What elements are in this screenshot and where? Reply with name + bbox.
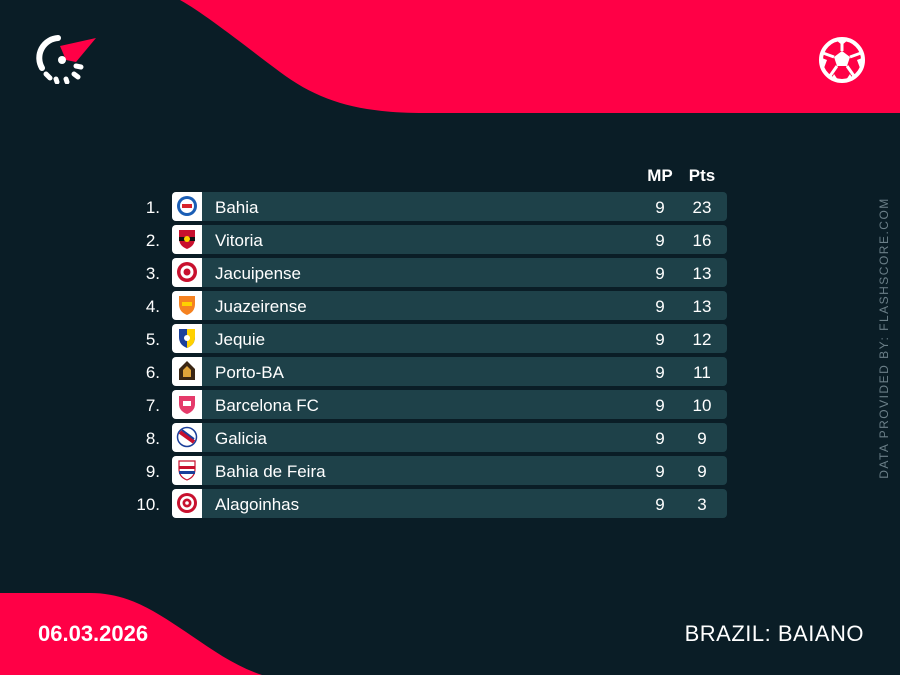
team-name: Jequie — [215, 330, 266, 349]
soccer-ball-icon — [819, 37, 865, 83]
vitoria-crest-icon — [172, 225, 202, 254]
team-name: Jacuipense — [215, 264, 302, 283]
league-name: BRAZIL: BAIANO — [684, 621, 864, 646]
flashscore-logo-icon — [36, 35, 96, 84]
matches-played: 9 — [655, 231, 665, 250]
table-row: 3. Jacuipense 9 13 — [130, 258, 730, 291]
rank: 9. — [145, 462, 160, 481]
row-bar: Juazeirense 9 13 — [172, 291, 727, 320]
row-bar: Porto-BA 9 11 — [172, 357, 727, 386]
points: 9 — [697, 429, 707, 448]
table-row: 9. Bahia de Feira 9 9 — [130, 456, 730, 489]
jequie-crest-icon — [172, 324, 202, 353]
matches-played: 9 — [655, 198, 665, 217]
rank: 4. — [145, 297, 160, 316]
row-bar: Jequie 9 12 — [172, 324, 727, 353]
table-row: 8. Galicia 9 9 — [130, 423, 730, 456]
team-name: Bahia — [215, 198, 259, 217]
rank: 10. — [136, 495, 160, 514]
matches-played: 9 — [655, 429, 665, 448]
points: 9 — [697, 462, 707, 481]
points: 10 — [692, 396, 712, 415]
table-row: 4. Juazeirense 9 13 — [130, 291, 730, 324]
rank: 8. — [145, 429, 160, 448]
matches-played: 9 — [655, 363, 665, 382]
alagoinhas-crest-icon — [172, 489, 202, 518]
points: 3 — [697, 495, 707, 514]
row-bar: Barcelona FC 9 10 — [172, 390, 727, 419]
standings-table: MP Pts 1. Bahia 9 23 2. Vitoria 9 16 3. — [130, 160, 730, 522]
team-name: Vitoria — [215, 231, 263, 250]
matches-played: 9 — [655, 264, 665, 283]
team-name: Bahia de Feira — [215, 462, 326, 481]
rank: 1. — [145, 198, 160, 217]
team-name: Porto-BA — [215, 363, 284, 382]
table-row: 2. Vitoria 9 16 — [130, 225, 730, 258]
row-bar: Bahia de Feira 9 9 — [172, 456, 727, 485]
juazeirense-crest-icon — [172, 291, 202, 320]
jacuipense-crest-icon — [172, 258, 202, 287]
rank: 2. — [145, 231, 160, 250]
porto-ba-crest-icon — [172, 357, 202, 386]
table-row: 1. Bahia 9 23 — [130, 192, 730, 225]
table-row: 5. Jequie 9 12 — [130, 324, 730, 357]
rank: 3. — [145, 264, 160, 283]
row-bar: Galicia 9 9 — [172, 423, 727, 452]
row-bar: Alagoinhas 9 3 — [172, 489, 727, 518]
barcelona-fc-crest-icon — [172, 390, 202, 419]
points: 11 — [693, 363, 711, 382]
rank: 7. — [145, 396, 160, 415]
matches-played: 9 — [655, 462, 665, 481]
points: 13 — [692, 297, 712, 316]
matches-played: 9 — [655, 330, 665, 349]
bahia-crest-icon — [172, 192, 202, 221]
column-header-mp: MP — [647, 166, 673, 185]
row-bar: Bahia 9 23 — [172, 192, 727, 221]
table-row: 6. Porto-BA 9 11 — [130, 357, 730, 390]
data-credit: DATA PROVIDED BY: FLASHSCORE.COM — [877, 197, 891, 479]
table-header: MP Pts — [130, 160, 730, 192]
row-bar: Jacuipense 9 13 — [172, 258, 727, 287]
team-name: Galicia — [215, 429, 267, 448]
galicia-crest-icon — [172, 423, 202, 452]
points: 12 — [692, 330, 712, 349]
team-name: Juazeirense — [215, 297, 307, 316]
team-name: Barcelona FC — [215, 396, 319, 415]
match-date: 06.03.2026 — [38, 621, 149, 646]
bahia-de-feira-crest-icon — [172, 456, 202, 485]
points: 16 — [692, 231, 712, 250]
rank: 5. — [145, 330, 160, 349]
points: 23 — [692, 198, 712, 217]
team-name: Alagoinhas — [215, 495, 300, 514]
row-bar: Vitoria 9 16 — [172, 225, 727, 254]
rank: 6. — [145, 363, 160, 382]
column-header-pts: Pts — [688, 166, 716, 185]
table-row: 10. Alagoinhas 9 3 — [130, 489, 730, 522]
matches-played: 9 — [655, 495, 665, 514]
table-row: 7. Barcelona FC 9 10 — [130, 390, 730, 423]
matches-played: 9 — [655, 396, 665, 415]
matches-played: 9 — [655, 297, 665, 316]
points: 13 — [692, 264, 712, 283]
